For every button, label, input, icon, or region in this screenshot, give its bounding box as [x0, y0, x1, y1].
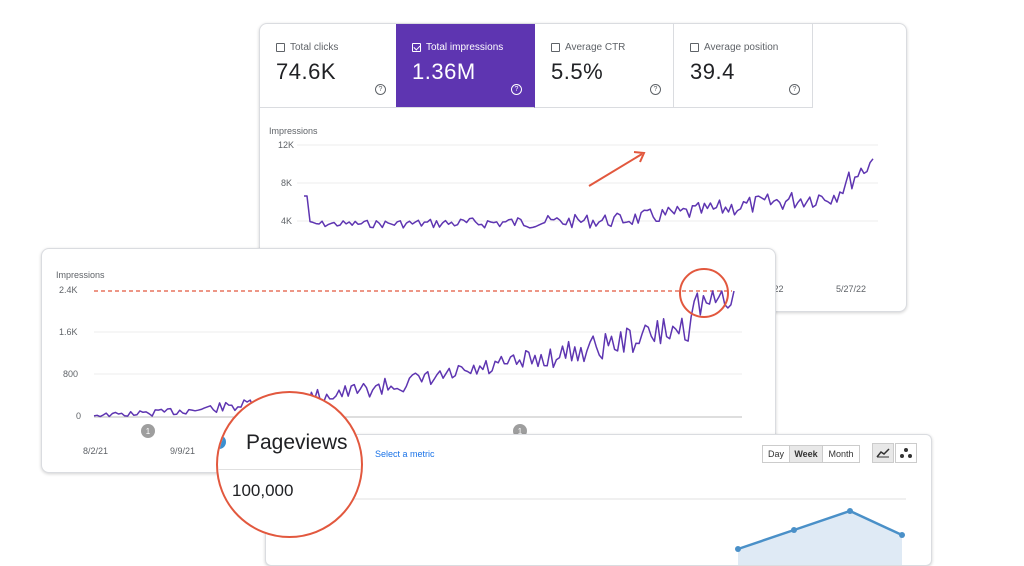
checkbox-icon[interactable] — [551, 43, 560, 52]
x-tick-partial: /22 — [771, 284, 784, 294]
metric-average-ctr[interactable]: Average CTR 5.5% ? — [535, 24, 674, 108]
metric-total-impressions[interactable]: Total impressions 1.36M ? — [396, 24, 535, 108]
metric-label: Average CTR — [565, 42, 626, 53]
metric-average-position[interactable]: Average position 39.4 ? — [674, 24, 813, 108]
x-tick-9-9-21: 9/9/21 — [170, 446, 196, 456]
pageviews-series-line — [737, 509, 903, 551]
pageviews-area-fill — [738, 511, 902, 565]
pageviews-magnifier-callout: Pageviews 100,000 — [216, 391, 363, 538]
y-tick-1-6k: 1.6K — [59, 327, 78, 337]
annotation-marker[interactable]: 1 — [141, 424, 155, 438]
motion-chart-icon[interactable] — [895, 443, 917, 463]
analytics-pageviews-card: Select a metric Day Week Month — [265, 434, 932, 566]
y-tick-2-4k: 2.4K — [59, 285, 78, 295]
impressions-zoomed-line-chart: 1 1 — [93, 268, 742, 438]
metric-label: Total impressions — [426, 42, 504, 53]
pageviews-line-chart — [350, 498, 906, 565]
y-tick-800: 800 — [63, 369, 79, 379]
series-color-dot — [218, 435, 226, 449]
impressions-series-line — [304, 158, 874, 229]
help-icon[interactable]: ? — [789, 84, 800, 95]
y-tick-4k: 4K — [281, 216, 293, 226]
metric-title: Pageviews — [246, 431, 348, 454]
help-icon[interactable]: ? — [375, 84, 386, 95]
period-day-button[interactable]: Day — [762, 445, 790, 463]
line-chart-icon[interactable] — [872, 443, 894, 463]
data-point[interactable] — [847, 508, 853, 514]
period-week-button[interactable]: Week — [789, 445, 823, 463]
divider — [218, 469, 361, 470]
data-point[interactable] — [899, 532, 905, 538]
peak-highlight-circle — [679, 268, 729, 318]
trend-arrow-shaft — [588, 153, 643, 187]
data-point[interactable] — [791, 527, 797, 533]
metric-value: 39.4 — [690, 59, 735, 84]
impressions-line-chart — [297, 144, 878, 229]
svg-text:1: 1 — [518, 427, 523, 436]
x-tick-5-27-22: 5/27/22 — [836, 284, 867, 294]
impressions-series-line — [93, 290, 735, 418]
metric-value: 1.36M — [412, 59, 476, 84]
metric-label: Total clicks — [290, 42, 339, 53]
data-point[interactable] — [735, 546, 741, 552]
metric-value: 74.6K — [276, 59, 336, 84]
y-tick-12k: 12K — [278, 140, 295, 150]
help-icon[interactable]: ? — [511, 84, 522, 95]
svg-text:1: 1 — [146, 427, 151, 436]
y-tick-0: 0 — [76, 411, 82, 421]
period-month-button[interactable]: Month — [822, 445, 860, 463]
y-axis-title: Impressions — [269, 126, 318, 136]
metric-value: 100,000 — [232, 481, 294, 500]
checkbox-checked-icon[interactable] — [412, 43, 421, 52]
y-axis-title: Impressions — [56, 270, 105, 280]
metric-label: Average position — [704, 42, 779, 53]
checkbox-icon[interactable] — [690, 43, 699, 52]
metric-value: 5.5% — [551, 59, 604, 84]
help-icon[interactable]: ? — [650, 84, 661, 95]
select-metric-link[interactable]: Select a metric — [375, 449, 435, 459]
y-tick-8k: 8K — [281, 178, 293, 188]
checkbox-icon[interactable] — [276, 43, 285, 52]
trend-arrow-head-icon — [633, 151, 646, 163]
x-tick-8-2-21: 8/2/21 — [83, 446, 109, 456]
